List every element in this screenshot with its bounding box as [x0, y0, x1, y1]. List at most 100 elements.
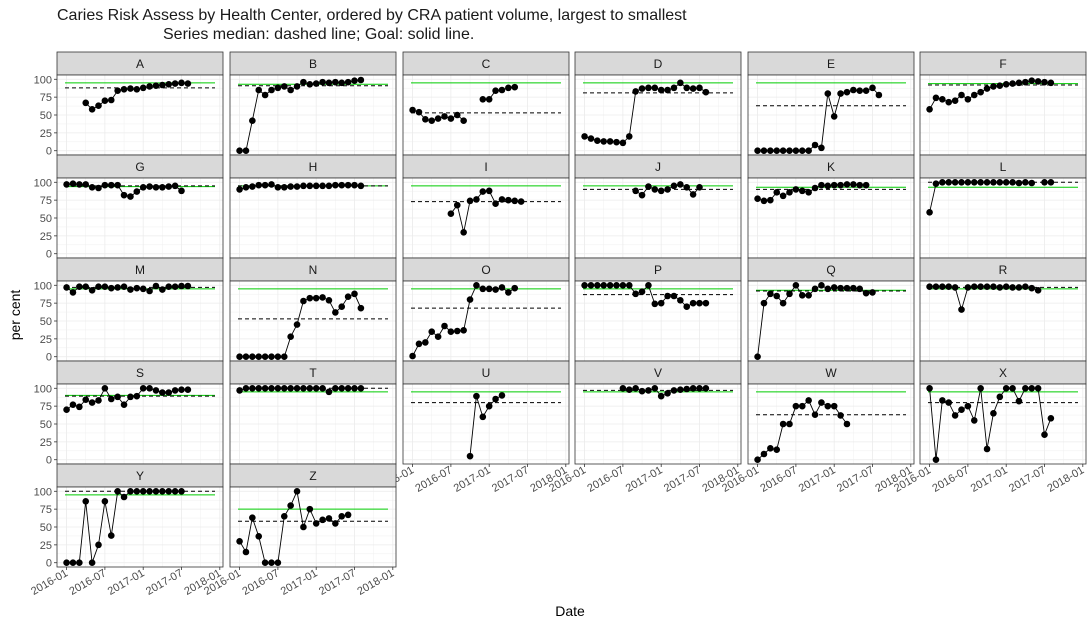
data-point	[824, 90, 832, 97]
data-point	[1041, 178, 1048, 186]
data-point	[300, 78, 307, 86]
data-point	[101, 497, 109, 505]
data-point	[958, 178, 965, 186]
data-point	[460, 326, 467, 334]
data-point	[964, 178, 972, 186]
data-point	[338, 512, 346, 520]
data-point	[664, 186, 671, 193]
data-point	[76, 559, 83, 567]
data-point	[63, 559, 70, 567]
data-point	[165, 389, 173, 396]
data-point	[306, 505, 314, 513]
data-point	[754, 147, 761, 155]
data-point	[760, 299, 768, 307]
data-point	[178, 487, 185, 495]
data-point	[274, 183, 282, 191]
facet-label: F	[999, 57, 1006, 71]
data-point	[300, 297, 307, 305]
facet-panels: A 0 25 50 75 100 B C D E F G 0 25 50 75 100 H I J K L M 0 25 50 75…	[29, 51, 1087, 598]
data-point	[133, 392, 141, 400]
data-point	[95, 541, 102, 549]
data-point	[178, 282, 185, 290]
data-point	[485, 402, 493, 410]
data-point	[1009, 80, 1016, 87]
data-point	[702, 384, 710, 392]
data-point	[274, 559, 282, 567]
data-point	[779, 299, 787, 307]
data-point	[824, 402, 832, 410]
facet-label: N	[309, 263, 318, 277]
data-point	[773, 292, 781, 300]
facet-label: V	[654, 366, 662, 380]
x-tick-label: 2017-01	[279, 567, 320, 598]
data-point	[69, 289, 77, 296]
data-point	[428, 117, 436, 125]
data-point	[632, 187, 639, 195]
data-point	[319, 294, 326, 301]
data-point	[1028, 179, 1036, 187]
data-point	[159, 487, 166, 495]
data-point	[332, 181, 339, 189]
data-point	[82, 396, 90, 404]
data-point	[990, 409, 997, 417]
data-point	[651, 186, 659, 193]
data-point	[932, 456, 940, 464]
data-point	[325, 182, 333, 190]
data-point	[69, 180, 77, 188]
data-point	[638, 288, 646, 296]
data-point	[1015, 397, 1023, 405]
data-point	[152, 387, 160, 394]
data-point	[837, 284, 844, 292]
data-point	[82, 283, 90, 291]
data-point	[159, 183, 166, 191]
data-point	[670, 182, 678, 190]
data-point	[242, 353, 250, 361]
data-point	[670, 292, 678, 300]
data-point	[651, 84, 659, 92]
data-point	[332, 78, 339, 86]
data-point	[479, 188, 487, 195]
data-point	[983, 85, 991, 92]
data-point	[274, 353, 282, 361]
data-point	[485, 285, 493, 293]
data-point	[511, 83, 519, 91]
data-point	[958, 406, 965, 414]
data-point	[977, 178, 984, 186]
data-point	[594, 137, 601, 145]
data-point	[261, 384, 269, 392]
data-point	[146, 83, 153, 90]
data-point	[983, 283, 991, 291]
data-point	[325, 515, 333, 522]
panel-border	[574, 383, 742, 465]
data-point	[325, 79, 333, 87]
data-point	[344, 78, 352, 86]
data-point	[261, 353, 269, 361]
data-point	[107, 532, 115, 539]
data-point	[696, 299, 703, 307]
data-point	[767, 147, 774, 155]
y-tick-label: 100	[34, 177, 52, 189]
data-point	[434, 333, 442, 341]
y-tick-label: 50	[40, 522, 52, 534]
data-point	[926, 384, 933, 392]
data-point	[632, 384, 639, 392]
data-point	[351, 384, 358, 392]
x-tick-label: 2018-01	[355, 567, 396, 598]
data-point	[830, 113, 838, 120]
data-point	[990, 283, 997, 291]
data-point	[120, 191, 128, 199]
data-point	[983, 178, 991, 186]
data-point	[779, 192, 787, 200]
data-point	[441, 322, 448, 330]
data-point	[255, 384, 263, 392]
data-point	[932, 94, 940, 102]
data-point	[133, 188, 141, 195]
data-point	[76, 283, 83, 291]
facet-label: S	[136, 366, 144, 380]
y-tick-label: 50	[40, 110, 52, 122]
x-tick-label: 2017-07	[1007, 464, 1048, 495]
data-point	[1028, 384, 1036, 392]
y-tick-label: 0	[46, 146, 52, 158]
facet-panel-p: P	[574, 257, 742, 362]
